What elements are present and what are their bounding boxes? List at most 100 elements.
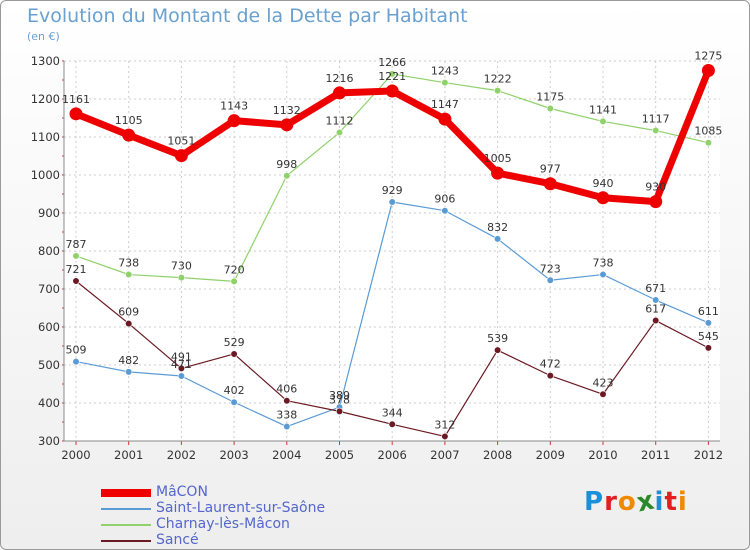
data-point bbox=[72, 277, 80, 285]
data-label: 1221 bbox=[378, 70, 406, 83]
data-point bbox=[335, 407, 344, 415]
data-point bbox=[494, 235, 502, 243]
data-label: 545 bbox=[698, 330, 719, 343]
data-point bbox=[704, 344, 713, 352]
data-label: 529 bbox=[224, 336, 245, 349]
legend-swatch bbox=[101, 508, 151, 510]
x-tick-label: 2004 bbox=[272, 448, 301, 462]
data-label: 1161 bbox=[62, 93, 90, 106]
y-tick-label: 800 bbox=[38, 244, 60, 258]
data-point bbox=[599, 117, 607, 126]
data-label: 471 bbox=[171, 358, 192, 371]
data-label: 730 bbox=[171, 260, 192, 273]
data-label: 1266 bbox=[378, 56, 406, 69]
data-label: 1105 bbox=[115, 114, 143, 127]
data-label: 344 bbox=[382, 406, 403, 419]
data-label: 720 bbox=[224, 263, 245, 276]
data-point bbox=[280, 118, 294, 132]
data-point bbox=[230, 398, 238, 406]
axes: 300 400 500 600 700 800 900 1000 1100 1200 1300 200… bbox=[31, 54, 723, 462]
data-label: 423 bbox=[593, 376, 614, 389]
x-tick-label: 2001 bbox=[114, 448, 143, 462]
data-label: 1175 bbox=[536, 91, 564, 104]
data-point bbox=[177, 274, 185, 282]
data-label: 929 bbox=[382, 184, 403, 197]
data-point bbox=[125, 368, 133, 376]
legend-swatch bbox=[101, 489, 151, 497]
data-label: 611 bbox=[698, 305, 719, 318]
data-label: 539 bbox=[487, 332, 508, 345]
x-tick-label: 2008 bbox=[483, 448, 512, 462]
data-label: 617 bbox=[645, 303, 666, 316]
data-point bbox=[546, 372, 554, 380]
data-label: 671 bbox=[645, 282, 666, 295]
data-point bbox=[227, 114, 241, 128]
data-point bbox=[543, 177, 557, 191]
data-point bbox=[122, 128, 136, 142]
y-tick-label: 300 bbox=[38, 434, 60, 448]
data-label: 787 bbox=[66, 238, 87, 251]
data-point bbox=[177, 372, 185, 380]
y-tick-label: 500 bbox=[38, 358, 60, 372]
data-point bbox=[546, 104, 554, 113]
data-label: 1005 bbox=[484, 152, 512, 165]
data-point bbox=[283, 397, 291, 405]
x-tick-label: 2003 bbox=[219, 448, 248, 462]
legend-label: Saint-Laurent-sur-Saône bbox=[156, 500, 326, 516]
data-point bbox=[69, 107, 83, 121]
data-label: 1085 bbox=[694, 125, 722, 138]
x-tick-label: 2010 bbox=[588, 448, 617, 462]
data-point bbox=[494, 346, 502, 354]
data-label: 491 bbox=[171, 350, 192, 363]
data-label: 509 bbox=[66, 344, 87, 357]
grid bbox=[64, 60, 720, 442]
data-point bbox=[701, 64, 715, 77]
x-tick-label: 2009 bbox=[536, 448, 565, 462]
data-point bbox=[335, 128, 344, 137]
data-label: 1117 bbox=[642, 113, 670, 126]
data-point bbox=[491, 166, 505, 180]
data-point bbox=[125, 319, 133, 328]
data-point bbox=[385, 84, 399, 98]
data-label: 940 bbox=[593, 177, 614, 190]
legend-swatch bbox=[101, 524, 151, 526]
chart-subtitle: (en €) bbox=[27, 30, 60, 43]
y-tick-label: 1100 bbox=[31, 130, 60, 144]
legend-item: Saint-Laurent-sur-Saône bbox=[101, 500, 401, 517]
data-point bbox=[649, 195, 663, 209]
legend-label: Charnay-lès-Mâcon bbox=[156, 516, 290, 532]
y-tick-label: 600 bbox=[38, 320, 60, 334]
data-label: 1147 bbox=[431, 98, 459, 111]
data-label: 378 bbox=[329, 393, 350, 406]
data-point bbox=[174, 149, 188, 163]
data-point bbox=[72, 252, 80, 260]
data-label: 998 bbox=[276, 158, 297, 171]
proxiti-logo: Proxiti bbox=[584, 485, 688, 519]
data-label: 1243 bbox=[431, 65, 459, 78]
legend-item: MâCON bbox=[101, 484, 401, 501]
y-tick-label: 1000 bbox=[31, 168, 60, 182]
chart-title: Evolution du Montant de la Dette par Hab… bbox=[27, 5, 468, 27]
data-point bbox=[704, 319, 713, 327]
data-point bbox=[494, 87, 502, 95]
data-point bbox=[333, 86, 346, 100]
legend-item: Sancé bbox=[101, 532, 401, 549]
data-point bbox=[283, 422, 291, 431]
legend-swatch bbox=[101, 540, 151, 542]
data-point bbox=[704, 139, 713, 147]
x-tick-label: 2000 bbox=[61, 448, 90, 462]
data-label: 1275 bbox=[694, 50, 722, 63]
data-point bbox=[230, 277, 238, 286]
data-label: 738 bbox=[593, 257, 614, 270]
y-tick-label: 900 bbox=[38, 206, 60, 220]
legend-item: Charnay-lès-Mâcon bbox=[101, 516, 401, 533]
y-tick-label: 1300 bbox=[31, 54, 60, 68]
legend-label: Sancé bbox=[156, 532, 199, 548]
data-label: 930 bbox=[645, 181, 666, 194]
x-tick-label: 2005 bbox=[325, 448, 354, 462]
data-point bbox=[441, 79, 449, 87]
x-tick-label: 2011 bbox=[641, 448, 670, 462]
data-point bbox=[72, 357, 80, 366]
